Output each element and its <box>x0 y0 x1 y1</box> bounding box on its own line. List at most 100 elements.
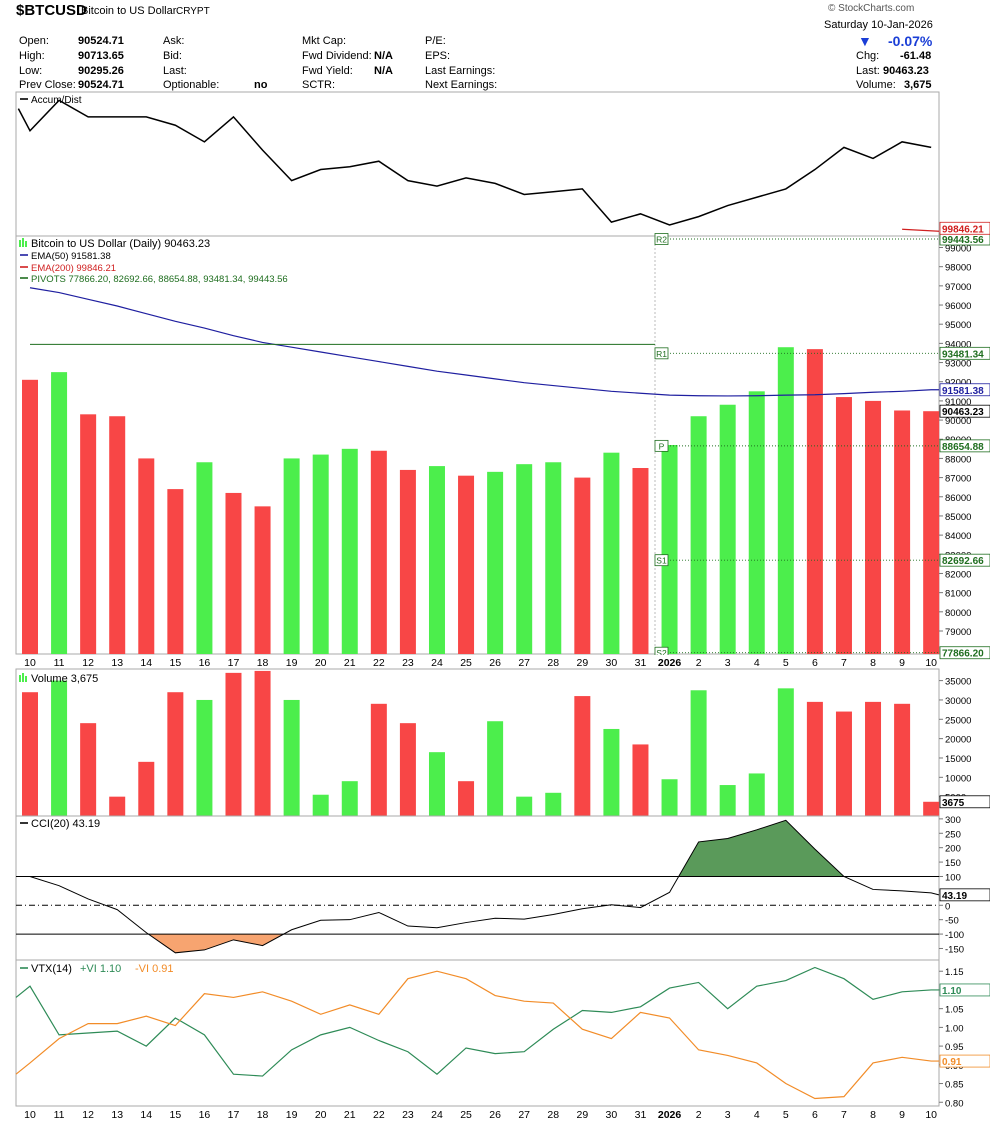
price-bar <box>80 414 97 654</box>
bottom-x-axis-label: 17 <box>228 1109 240 1121</box>
price-bar <box>283 458 300 654</box>
price-x-axis-label: 5 <box>783 657 789 669</box>
price-x-axis-label: 29 <box>576 657 588 669</box>
price-x-axis-bg <box>16 655 939 669</box>
ask-label: Ask: <box>163 35 185 47</box>
volume-bar <box>632 744 649 816</box>
price-axis-tick-label: 90000 <box>945 416 971 427</box>
last-earnings-label: Last Earnings: <box>425 65 496 77</box>
cci-axis-tick-label: 200 <box>945 844 961 855</box>
pivot-tag-box-r1 <box>654 347 669 360</box>
price-x-axis-label: 17 <box>228 657 240 669</box>
bid-label: Bid: <box>163 50 182 62</box>
cci-axis-tick-label: 0 <box>945 901 950 912</box>
volume-bar <box>545 792 562 816</box>
bottom-x-axis-label: 28 <box>547 1109 559 1121</box>
cci-axis-tick-label: -150 <box>945 944 964 955</box>
price-axis-tick-label: 81000 <box>945 589 971 600</box>
price-bar <box>399 469 416 654</box>
volume-last-tag: 3675 <box>942 798 965 809</box>
price-panel <box>15 235 940 655</box>
bottom-x-axis-label: 5 <box>783 1109 789 1121</box>
cci-last-tag: 43.19 <box>942 891 967 902</box>
bottom-x-axis-label: 9 <box>899 1109 905 1121</box>
cci-axis-tick-label: -50 <box>945 916 959 927</box>
price-bar <box>138 458 155 654</box>
open-label: Open: <box>19 35 49 47</box>
chg-label: Chg: <box>856 50 880 62</box>
bottom-x-axis-label: 30 <box>606 1109 618 1121</box>
price-bar <box>458 475 475 654</box>
pivot-value-p-box <box>939 439 990 453</box>
vtx-axis-tick-label: 1.00 <box>945 1023 964 1034</box>
volume-axis-tick-label: 25000 <box>945 715 971 726</box>
volume-bar <box>167 692 184 816</box>
price-bar <box>865 400 882 654</box>
bottom-x-axis-label: 20 <box>315 1109 327 1121</box>
volume-legend-icon <box>25 676 27 682</box>
vtx-axis-tick-label: 0.85 <box>945 1080 964 1091</box>
price-legend-icon <box>22 238 24 247</box>
price-x-axis-label: 2 <box>696 657 702 669</box>
bottom-x-axis-label: 19 <box>286 1109 298 1121</box>
price-bar <box>341 448 358 654</box>
price-bar <box>632 468 649 654</box>
volume-legend: Volume 3,675 <box>31 673 98 685</box>
pivot-tag-box-s1 <box>654 554 669 567</box>
low-label: Low: <box>19 65 43 77</box>
volume-bar <box>109 796 126 816</box>
volume-bar <box>806 701 823 816</box>
price-x-axis-label: 22 <box>373 657 385 669</box>
fwd-yield-label: Fwd Yield: <box>302 65 353 77</box>
volume-bar <box>661 779 678 816</box>
price-axis-tick-label: 93000 <box>945 359 971 370</box>
price-axis-tick-label: 98000 <box>945 263 971 274</box>
price-bar <box>370 450 387 654</box>
price-bar <box>835 397 852 654</box>
price-x-axis-label: 18 <box>257 657 269 669</box>
price-bar <box>719 404 736 654</box>
price-x-axis-label: 2026 <box>658 657 682 669</box>
price-bar <box>574 477 591 654</box>
chg-value: -61.48 <box>900 50 932 62</box>
high-value: 90713.65 <box>78 50 124 62</box>
price-x-axis-label: 21 <box>344 657 356 669</box>
vtx-axis-tick-label: 0.95 <box>945 1042 964 1053</box>
accum-dist-line <box>17 99 932 226</box>
bottom-x-axis-bg <box>16 1107 939 1121</box>
volume-axis-tick-label: 10000 <box>945 773 971 784</box>
price-x-axis-label: 19 <box>286 657 298 669</box>
down-arrow-icon: ▼ <box>858 33 872 49</box>
last-price-tag-box <box>939 404 990 418</box>
volume-bar <box>835 711 852 816</box>
high-label: High: <box>19 50 45 62</box>
price-axis-tick-label: 92000 <box>945 378 971 389</box>
price-axis-tick-label: 94000 <box>945 339 971 350</box>
pivots-legend: PIVOTS 77866.20, 82692.66, 88654.88, 934… <box>31 274 288 285</box>
volume-bar <box>225 672 242 816</box>
volume-bar <box>80 723 97 816</box>
price-bar <box>428 466 445 654</box>
bottom-x-axis-label: 2026 <box>658 1109 682 1121</box>
volume-bar <box>603 728 620 816</box>
price-bar <box>603 452 620 654</box>
price-x-axis-label: 7 <box>841 657 847 669</box>
price-axis-tick-label: 87000 <box>945 474 971 485</box>
price-bar <box>545 462 562 654</box>
ema200-legend: EMA(200) 99846.21 <box>31 263 116 274</box>
bottom-x-axis-label: 24 <box>431 1109 443 1121</box>
pivot-tag-r1: R1 <box>656 349 667 359</box>
bottom-x-axis-label: 25 <box>460 1109 472 1121</box>
fwd-dividend-label: Fwd Dividend: <box>302 50 372 62</box>
vtx-minus-legend: -VI 0.91 <box>135 963 174 975</box>
price-x-axis-label: 9 <box>899 657 905 669</box>
volume-bar <box>574 696 591 816</box>
volume-value: 3,675 <box>904 79 932 91</box>
price-axis-tick-label: 88000 <box>945 454 971 465</box>
ema50-legend: EMA(50) 91581.38 <box>31 251 111 262</box>
pivot-value-r1-box <box>939 346 990 360</box>
next-earnings-label: Next Earnings: <box>425 79 498 91</box>
stockcharts-logo: © StockCharts.com <box>828 3 915 14</box>
volume-axis-tick-label: 35000 <box>945 677 971 688</box>
